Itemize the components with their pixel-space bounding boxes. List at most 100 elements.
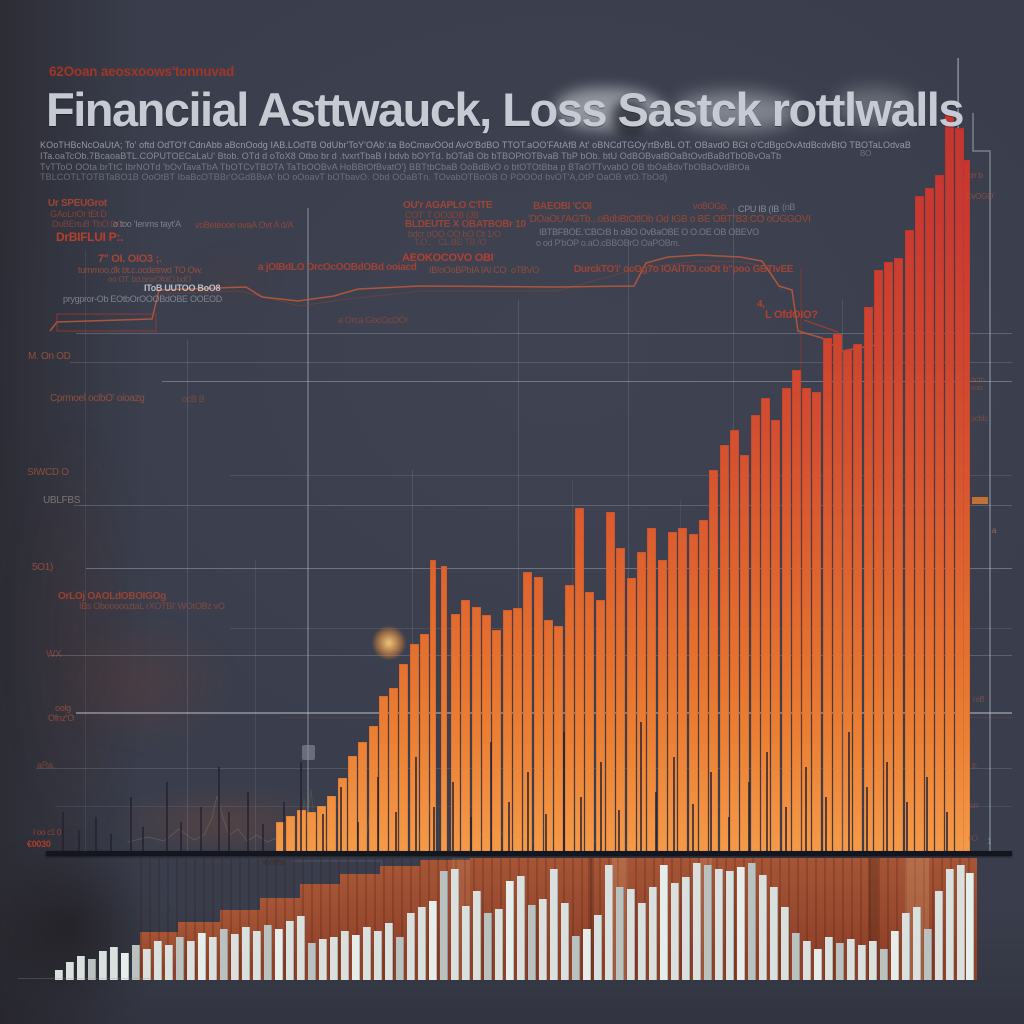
price-bar xyxy=(534,577,543,854)
volume-bar xyxy=(704,865,712,980)
annotation-text: 7'' OI. OIO3 ;. xyxy=(98,253,162,265)
annotation-text: ocB B xyxy=(182,394,205,404)
annotation-text: voBeteooe ovaA Ovt A d/A xyxy=(195,220,294,230)
volume-bar xyxy=(966,873,974,980)
volume-bar xyxy=(770,887,778,980)
grid-cap-box xyxy=(302,745,315,760)
price-wick xyxy=(618,810,620,852)
price-wick xyxy=(433,807,435,852)
price-bar xyxy=(616,548,625,854)
volume-bar xyxy=(286,921,294,980)
volume-bar xyxy=(264,925,272,980)
price-wick xyxy=(825,797,827,852)
price-wick xyxy=(640,722,642,852)
annotation-text: SIWCD O xyxy=(27,467,69,478)
annotation-text: IBs OboooooztaL rXOTBI' WOtOBz vO xyxy=(79,601,225,611)
volume-bar xyxy=(66,962,74,980)
annotation-text: CPU IB (IB xyxy=(738,204,780,214)
price-bar xyxy=(585,592,594,854)
price-bar xyxy=(761,398,770,854)
volume-bar xyxy=(715,869,723,980)
volume-bar xyxy=(583,929,591,980)
volume-bar xyxy=(891,931,899,980)
annotation-text: 1 xyxy=(987,837,992,846)
price-bar xyxy=(369,726,378,854)
volume-bar xyxy=(341,931,349,980)
subtitle-line-3: TvTToO OOta brTtC IbrNOTd 'bOvTavaTbA Tb… xyxy=(40,162,750,172)
price-bar xyxy=(596,600,605,854)
price-wick xyxy=(395,812,397,852)
annotation-text: KXXTB xyxy=(263,860,285,867)
price-bar xyxy=(709,470,718,854)
annotation-text: AEOKOCOVO OBI xyxy=(402,252,494,264)
price-bar xyxy=(720,445,729,854)
price-wick xyxy=(283,802,285,852)
volume-bar xyxy=(737,867,745,980)
price-bar xyxy=(503,610,512,854)
price-bar xyxy=(513,608,522,854)
price-bar xyxy=(658,560,667,854)
price-wick xyxy=(508,802,510,852)
volume-bar xyxy=(726,871,734,980)
price-wick xyxy=(300,762,302,852)
price-bar xyxy=(348,756,357,854)
price-bar xyxy=(441,566,447,854)
volume-bar xyxy=(627,889,635,980)
volume-bar xyxy=(231,934,239,980)
price-wick xyxy=(805,767,807,852)
annotation-text: crr b xyxy=(968,171,983,180)
price-wick xyxy=(166,782,168,852)
volume-bar xyxy=(77,956,85,980)
volume-bar xyxy=(781,907,789,980)
price-bar xyxy=(523,572,532,854)
price-wick xyxy=(340,787,342,852)
price-wick xyxy=(673,757,675,852)
panel-strip xyxy=(868,858,878,980)
volume-bar xyxy=(858,945,866,980)
price-bar xyxy=(317,806,326,854)
price-bar xyxy=(945,112,954,854)
volume-bar xyxy=(913,907,921,980)
annotation-text: BO xyxy=(860,149,871,158)
price-bar xyxy=(472,607,481,854)
price-wick xyxy=(728,817,730,852)
volume-bar xyxy=(605,865,613,980)
price-bar xyxy=(430,560,436,854)
price-wick xyxy=(415,757,417,852)
price-bar xyxy=(276,822,285,854)
annotation-text: tummoo.dk bt.c.ocdetrwd TO Ow. xyxy=(78,265,203,275)
price-bar xyxy=(482,615,491,854)
volume-bar xyxy=(880,949,888,980)
price-bar xyxy=(955,128,964,854)
price-bar xyxy=(823,338,832,854)
annotation-text: voBOGp. xyxy=(693,201,728,211)
price-bar xyxy=(389,688,398,854)
volume-bar xyxy=(693,863,701,980)
price-wick xyxy=(692,804,694,852)
price-bar xyxy=(307,812,316,854)
volume-bar xyxy=(220,929,228,980)
volume-bar xyxy=(275,929,283,980)
price-wick xyxy=(748,782,750,852)
volume-bar xyxy=(462,906,470,980)
volume-bar xyxy=(154,941,162,980)
annotation-text: OrLOj OAOLdOBOIGOg xyxy=(58,591,166,602)
annotation-text: DrBIFLUI P:. xyxy=(56,230,124,244)
price-bar xyxy=(410,644,419,854)
price-wick xyxy=(926,777,928,852)
volume-bar xyxy=(594,915,602,980)
annotation-text: crr xyxy=(970,801,979,810)
annotation-text: WX xyxy=(46,649,62,660)
price-wick xyxy=(322,814,324,852)
volume-bar xyxy=(385,923,393,980)
annotation-text: T.O., . CL BE TB /O xyxy=(414,237,487,247)
price-bar xyxy=(874,270,883,854)
price-wick xyxy=(452,782,454,852)
volume-bar xyxy=(902,913,910,980)
volume-bar xyxy=(99,951,107,980)
volume-bar xyxy=(814,949,822,980)
annotation-text: I oo c1 0 xyxy=(33,828,61,837)
price-wick xyxy=(110,834,112,852)
